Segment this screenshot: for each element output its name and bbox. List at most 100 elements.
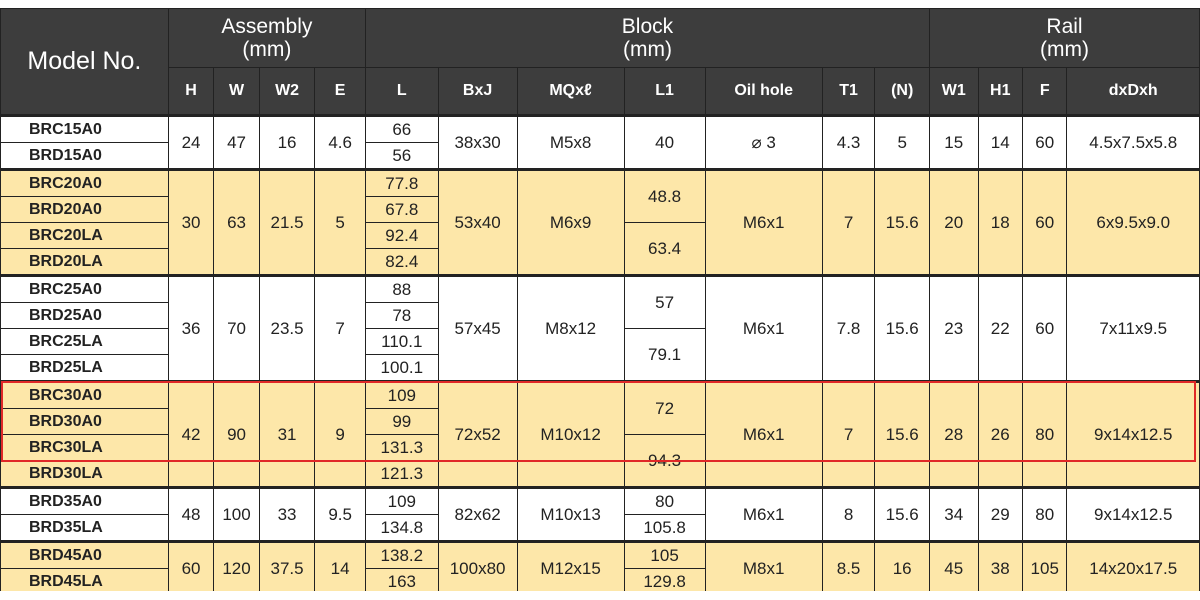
l-cell: 77.8 [364,168,439,197]
table-row: BRD25A0 78 [0,302,1200,329]
h-cell: 42 [167,380,215,488]
model-cell: BRD35A0 [0,486,169,515]
model-cell: BRD35LA [0,514,169,542]
oil-hole-cell: M6x1 [704,274,823,382]
l-cell: 82.4 [364,248,439,276]
mq-cell: M12x15 [516,540,625,595]
n-cell: 16 [874,540,930,595]
col-header-h: H [167,67,215,116]
w2-cell: 21.5 [258,168,316,276]
bxj-cell: 72x52 [437,380,518,488]
model-cell: BRD20A0 [0,196,169,223]
oil-hole-cell: M6x1 [704,168,823,276]
w1-cell: 23 [929,274,979,382]
t1-cell: 4.3 [821,114,876,170]
l1-cell: 63.4 [623,222,706,276]
table-row: BRC15A0 24 47 16 4.6 66 38x30 M5x8 40 ⌀ 3 4.3 5 15 14… [0,114,1200,170]
block-header: Block (mm) [364,8,931,68]
h-cell: 48 [167,486,215,542]
w2-cell: 33 [258,486,316,542]
col-header-l1: L1 [623,67,706,116]
table-row: BRD25LA 100.1 [0,354,1200,382]
w1-cell: 34 [929,486,979,542]
table-row: BRD35LA 134.8 105.8 [0,514,1200,542]
h1-cell: 22 [977,274,1023,382]
oil-hole-cell: M8x1 [704,540,823,595]
e-cell: 4.6 [314,114,366,170]
w2-cell: 16 [258,114,316,170]
f-cell: 105 [1021,540,1068,595]
col-header-h1: H1 [977,67,1023,116]
col-header-e: E [314,67,366,116]
dxdxh-cell: 6x9.5x9.0 [1066,168,1200,276]
table-row: BRD45LA 163 129.8 [0,568,1200,595]
w2-cell: 23.5 [258,274,316,382]
bxj-cell: 82x62 [437,486,518,542]
col-header-dxdxh: dxDxh [1066,67,1200,116]
n-cell: 15.6 [874,168,930,276]
col-header-oil-hole: Oil hole [704,67,823,116]
model-cell: BRC30LA [0,434,169,461]
table-row: BRC30A0 42 90 31 9 109 72x52 M10x12 72 M6x1 7 15.6 2… [0,380,1200,488]
h-cell: 30 [167,168,215,276]
oil-hole-cell: M6x1 [704,380,823,488]
h1-cell: 26 [977,380,1023,488]
l1-cell: 48.8 [623,168,706,223]
model-no-header: Model No. [0,8,169,116]
l-cell: 134.8 [364,514,439,542]
table-row: BRD20LA 82.4 [0,248,1200,276]
w2-cell: 37.5 [258,540,316,595]
assembly-header: Assembly (mm) [167,8,366,68]
n-cell: 15.6 [874,486,930,542]
spec-table-body: BRC15A0 24 47 16 4.6 66 38x30 M5x8 40 ⌀ 3 4.3 5 15 14… [0,114,1200,595]
table-row: BRD35A0 48 100 33 9.5 109 82x62 M10x13 80 M6x1 8 15… [0,486,1200,542]
l-cell: 66 [364,114,439,143]
h-cell: 60 [167,540,215,595]
table-row: BRC30LA 131.3 94.3 [0,434,1200,488]
bxj-cell: 38x30 [437,114,518,170]
w1-cell: 20 [929,168,979,276]
w1-cell: 15 [929,114,979,170]
table-row: BRD30LA 121.3 [0,460,1200,488]
l1-cell: 72 [623,380,706,435]
rail-header: Rail (mm) [929,8,1200,68]
f-cell: 80 [1021,380,1068,488]
bxj-cell: 100x80 [437,540,518,595]
table-row: BRC25A0 36 70 23.5 7 88 57x45 M8x12 57 M6x1 7.8 15.… [0,274,1200,382]
l1-cell: 94.3 [623,434,706,488]
w-cell: 90 [213,380,260,488]
w-cell: 70 [213,274,260,382]
model-cell: BRD20LA [0,248,169,276]
l1-cell: 129.8 [623,568,706,595]
f-cell: 60 [1021,168,1068,276]
f-cell: 80 [1021,486,1068,542]
mq-cell: M5x8 [516,114,625,170]
col-header-w1: W1 [929,67,979,116]
l-cell: 109 [364,486,439,515]
t1-cell: 7.8 [821,274,876,382]
h1-cell: 29 [977,486,1023,542]
l-cell: 88 [364,274,439,303]
dxdxh-cell: 7x11x9.5 [1066,274,1200,382]
w1-cell: 28 [929,380,979,488]
table-row: BRD45A0 60 120 37.5 14 138.2 100x80 M12x15 105 M8… [0,540,1200,595]
n-cell: 5 [874,114,930,170]
w-cell: 100 [213,486,260,542]
l-cell: 131.3 [364,434,439,461]
h-cell: 36 [167,274,215,382]
dxdxh-cell: 4.5x7.5x5.8 [1066,114,1200,170]
e-cell: 14 [314,540,366,595]
w-cell: 120 [213,540,260,595]
l-cell: 56 [364,142,439,170]
h1-cell: 38 [977,540,1023,595]
f-cell: 60 [1021,114,1068,170]
model-cell: BRC20A0 [0,168,169,197]
l-cell: 109 [364,380,439,409]
l-cell: 110.1 [364,328,439,355]
h1-cell: 18 [977,168,1023,276]
l-cell: 99 [364,408,439,435]
bxj-cell: 57x45 [437,274,518,382]
table-row: BRD15A0 56 [0,142,1200,170]
col-header-w2: W2 [258,67,316,116]
col-header-mq: MQxℓ [516,67,625,116]
